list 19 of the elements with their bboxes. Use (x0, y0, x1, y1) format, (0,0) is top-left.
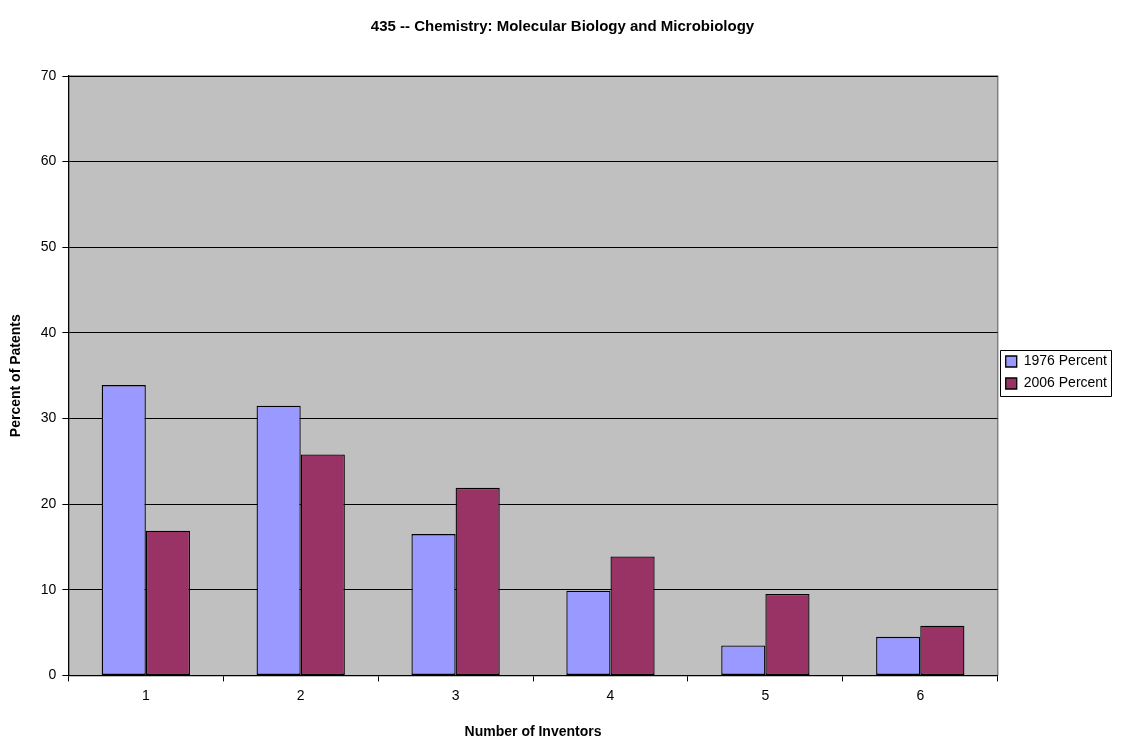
x-tick-label: 5 (761, 686, 770, 703)
x-tick-label: 4 (606, 686, 615, 703)
y-tick-label: 70 (40, 66, 57, 83)
y-tick-label: 0 (48, 666, 57, 683)
x-tick-label: 1 (141, 686, 150, 703)
y-tick-label: 20 (40, 495, 57, 511)
x-tick-label: 2 (296, 686, 305, 703)
x-tick-label: 6 (916, 686, 925, 703)
y-axis-title: Percent of Patents (7, 314, 24, 438)
x-axis-title: Number of Inventors (464, 723, 602, 740)
y-tick-label: 60 (40, 152, 57, 169)
y-tick-label: 40 (40, 323, 57, 340)
y-tick-label: 10 (40, 580, 57, 597)
legend-label: 2006 Percent (1023, 374, 1108, 391)
y-tick-label: 50 (40, 238, 57, 255)
legend-label: 1976 Percent (1023, 352, 1108, 369)
y-tick-label: 30 (40, 409, 57, 426)
chart-title: 435 -- Chemistry: Molecular Biology and Microbiology (370, 17, 755, 35)
x-tick-label: 3 (451, 686, 460, 703)
